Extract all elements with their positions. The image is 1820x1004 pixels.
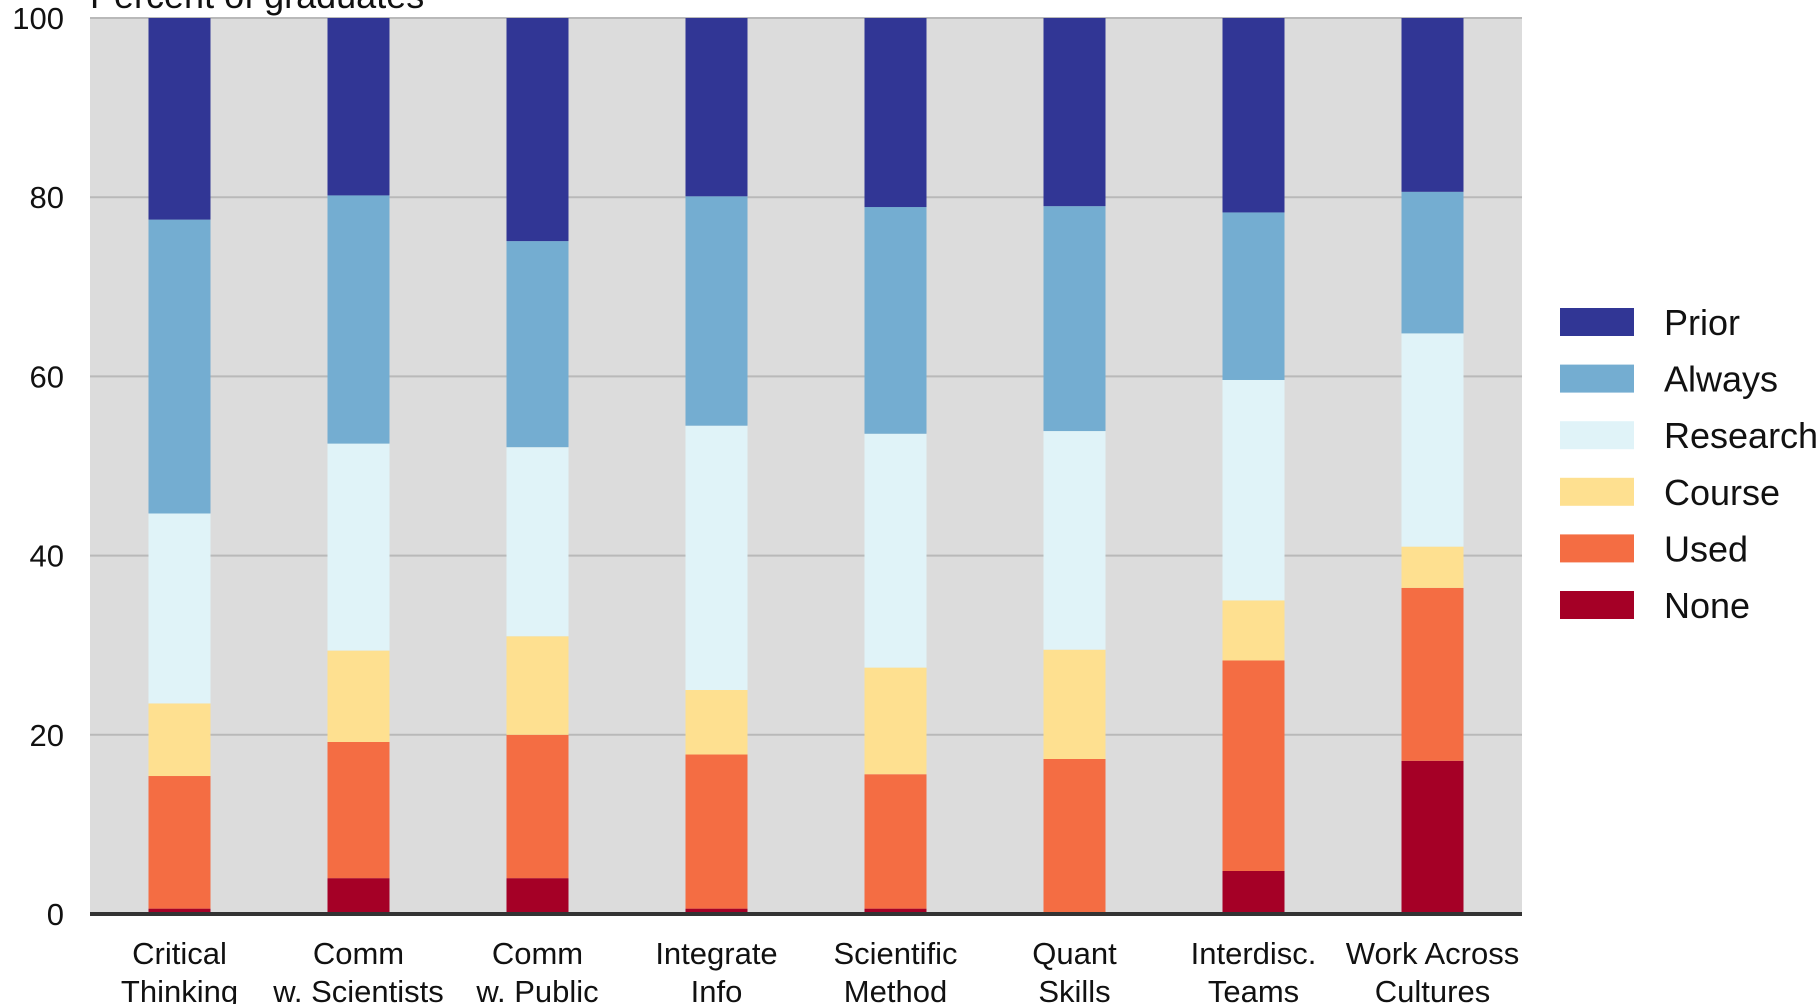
x-tick-label: Info bbox=[691, 974, 743, 1004]
x-tick-label: Comm bbox=[492, 936, 583, 971]
legend-label: Prior bbox=[1664, 302, 1740, 343]
bar-segment bbox=[327, 878, 390, 914]
bar-segment bbox=[327, 443, 390, 651]
legend-swatch bbox=[1560, 477, 1634, 506]
bar-segment bbox=[506, 447, 569, 637]
bar-segment bbox=[685, 18, 748, 197]
bar-segment bbox=[1222, 600, 1285, 661]
bar-segment bbox=[864, 433, 927, 668]
bar-segment bbox=[1222, 870, 1285, 914]
x-tick-label: Quant bbox=[1032, 936, 1117, 971]
legend-label: Course bbox=[1664, 472, 1780, 513]
bar-segment bbox=[148, 513, 211, 704]
y-tick-label: 40 bbox=[30, 539, 64, 574]
bar-segment bbox=[327, 195, 390, 444]
bar-segment bbox=[1222, 18, 1285, 213]
bar-segment bbox=[864, 207, 927, 434]
plot-background bbox=[90, 18, 1522, 914]
bar-segment bbox=[148, 18, 211, 220]
bar-segment bbox=[685, 196, 748, 426]
bar-segment bbox=[1222, 660, 1285, 871]
bar-segment bbox=[506, 878, 569, 914]
legend-label: None bbox=[1664, 585, 1750, 626]
legend: Prior Always Research Course Used None bbox=[1560, 302, 1818, 626]
bar-segment bbox=[685, 690, 748, 755]
legend-label: Research bbox=[1664, 415, 1818, 456]
y-tick-label: 100 bbox=[12, 1, 64, 36]
y-axis-ticks: 0 20 40 60 80 100 bbox=[12, 1, 64, 932]
bar-segment bbox=[506, 18, 569, 242]
y-tick-label: 80 bbox=[30, 180, 64, 215]
bar-segment bbox=[327, 18, 390, 196]
legend-swatch bbox=[1560, 364, 1634, 393]
x-tick-label: Critical bbox=[132, 936, 227, 971]
y-tick-label: 20 bbox=[30, 718, 64, 753]
bar-segment bbox=[864, 18, 927, 208]
bar-segment bbox=[864, 667, 927, 775]
legend-swatch bbox=[1560, 591, 1634, 619]
x-tick-label: Skills bbox=[1038, 974, 1110, 1004]
bar-segment bbox=[1043, 758, 1106, 914]
x-tick-label: w. Scientists bbox=[272, 974, 444, 1004]
legend-label: Used bbox=[1664, 528, 1748, 569]
x-tick-label: Scientific bbox=[833, 936, 957, 971]
bars bbox=[148, 18, 1464, 914]
y-axis-label: Percent of graduates bbox=[90, 0, 424, 16]
x-tick-label: Thinking bbox=[121, 974, 238, 1004]
bar-segment bbox=[148, 908, 211, 914]
bar-segment bbox=[1043, 18, 1106, 207]
x-tick-label: Interdisc. bbox=[1191, 936, 1317, 971]
bar-segment bbox=[1401, 191, 1464, 334]
bar-segment bbox=[685, 908, 748, 914]
legend-label: Always bbox=[1664, 359, 1778, 400]
bar-segment bbox=[1043, 649, 1106, 759]
bar-segment bbox=[864, 774, 927, 909]
bar-segment bbox=[1043, 431, 1106, 650]
bar-segment bbox=[148, 776, 211, 909]
y-tick-label: 60 bbox=[30, 359, 64, 394]
bar-segment bbox=[148, 219, 211, 514]
bar-segment bbox=[506, 734, 569, 879]
legend-swatch bbox=[1560, 308, 1634, 336]
x-tick-label: Comm bbox=[313, 936, 404, 971]
bar-segment bbox=[864, 908, 927, 914]
bar-segment bbox=[1401, 587, 1464, 761]
x-tick-label: Cultures bbox=[1375, 974, 1490, 1004]
bar-segment bbox=[1222, 212, 1285, 380]
legend-swatch bbox=[1560, 534, 1634, 563]
bar-segment bbox=[685, 425, 748, 690]
x-tick-label: Integrate bbox=[655, 936, 777, 971]
bar-segment bbox=[1401, 760, 1464, 914]
x-tick-label: Method bbox=[844, 974, 947, 1004]
bar-segment bbox=[1043, 206, 1106, 432]
bar-segment bbox=[1222, 379, 1285, 601]
bar-segment bbox=[327, 741, 390, 879]
bar-segment bbox=[1401, 546, 1464, 588]
y-tick-label: 0 bbox=[47, 897, 64, 932]
bar-segment bbox=[685, 754, 748, 909]
x-tick-label: Work Across bbox=[1346, 936, 1519, 971]
bar-segment bbox=[148, 703, 211, 777]
bar-segment bbox=[1401, 18, 1464, 192]
bar-segment bbox=[506, 241, 569, 448]
x-tick-label: Teams bbox=[1208, 974, 1299, 1004]
bar-segment bbox=[1401, 333, 1464, 547]
x-tick-label: w. Public bbox=[475, 974, 598, 1004]
legend-swatch bbox=[1560, 421, 1634, 450]
bar-segment bbox=[506, 636, 569, 735]
bar-segment bbox=[327, 650, 390, 742]
